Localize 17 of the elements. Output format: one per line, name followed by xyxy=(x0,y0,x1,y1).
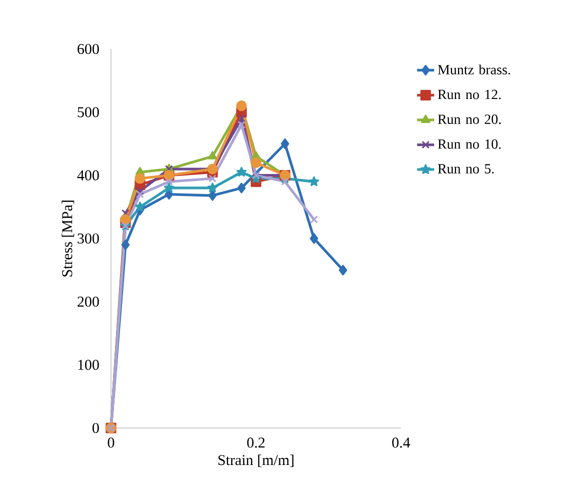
legend-label: Run no 10. xyxy=(438,139,501,149)
x-tick-label: 0.2 xyxy=(247,438,265,448)
y-tick-label: 500 xyxy=(78,107,99,118)
y-tick-label: 600 xyxy=(78,44,99,54)
legend-label: Run no 5. xyxy=(438,164,494,174)
y-axis-title: Stress [MPa] xyxy=(62,200,74,276)
x-tick-label: 0 xyxy=(108,438,114,448)
x-tick-label: 0.4 xyxy=(392,438,410,448)
y-tick-label: 400 xyxy=(77,170,99,180)
legend-label: Run no 12. xyxy=(438,90,501,100)
y-tick-label: 100 xyxy=(78,360,99,370)
y-tick-label: 300 xyxy=(78,233,99,244)
x-axis-title: Strain [m/m] xyxy=(218,454,294,467)
legend-label: Run no 20. xyxy=(438,114,501,124)
legend-label: Muntz brass. xyxy=(438,64,510,74)
y-tick-label: 0 xyxy=(92,422,99,434)
y-tick-label: 200 xyxy=(78,296,99,307)
